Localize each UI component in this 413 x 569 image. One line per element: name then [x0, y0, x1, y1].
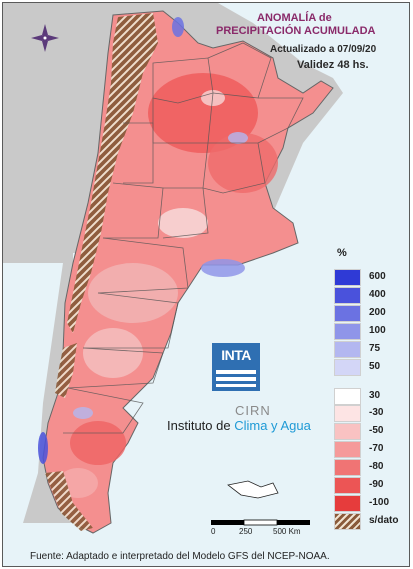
legend-label: -100: [369, 497, 390, 508]
pacific-sea: [3, 263, 63, 523]
legend-swatch: [334, 287, 361, 304]
blue-anomaly-2: [228, 132, 248, 144]
legend-label: 30: [369, 390, 381, 401]
scale-tick-250: 250: [239, 527, 253, 536]
blue-anomaly-4: [172, 17, 184, 37]
legend-label: -30: [369, 407, 384, 418]
inta-logo-text: INTA: [221, 347, 251, 363]
nodata-andes: [67, 13, 158, 333]
falkland-islands: [227, 480, 279, 499]
map-canvas: [3, 3, 409, 566]
updated-date: Actualizado a 07/09/20: [270, 44, 377, 55]
legend-label: -90: [369, 479, 384, 490]
scale-tick-0: 0: [211, 527, 216, 536]
scale-bar: [211, 519, 310, 526]
blue-anomaly-3: [73, 407, 93, 419]
scale-tick-500: 500 Km: [273, 527, 301, 536]
legend-label-nodata: s/dato: [369, 515, 399, 526]
legend-label: 400: [369, 289, 386, 300]
legend-label: 75: [369, 343, 381, 354]
institute-highlight: Clima y Agua: [234, 418, 311, 433]
legend-swatch: [334, 388, 361, 405]
legend-label: -50: [369, 425, 384, 436]
validity-text: Validez 48 hs.: [297, 59, 369, 71]
title-line-2: PRECIPITACIÓN ACUMULADA: [216, 25, 376, 37]
legend-swatch: [334, 305, 361, 322]
compass-rose-icon: [31, 24, 59, 52]
nodata-south: [45, 471, 93, 531]
legend-swatch: [334, 359, 361, 376]
legend-label: 50: [369, 361, 381, 372]
legend-label: -80: [369, 461, 384, 472]
institute-name: Instituto de Clima y Agua: [167, 418, 311, 433]
legend-swatch: [334, 341, 361, 358]
inta-logo: [212, 343, 260, 391]
nodata-patagonia: [55, 343, 77, 398]
province-borders: [63, 42, 304, 434]
blue-anomaly-5: [38, 432, 48, 464]
legend-swatch: [334, 495, 361, 512]
legend-swatch: [334, 269, 361, 286]
blue-anomaly-1: [201, 259, 245, 277]
legend-label: 200: [369, 307, 386, 318]
legend-swatch: [334, 323, 361, 340]
legend-swatch: [334, 405, 361, 422]
legend-swatch: [334, 477, 361, 494]
legend-swatch: [334, 423, 361, 440]
legend-label: 100: [369, 325, 386, 336]
legend-swatch-nodata: [334, 513, 361, 530]
institute-prefix: Instituto de: [167, 418, 235, 433]
source-note: Fuente: Adaptado e interpretado del Mode…: [30, 551, 330, 562]
legend-swatch: [334, 459, 361, 476]
legend-swatch: [334, 441, 361, 458]
title-line-1: ANOMALÍA de: [257, 12, 332, 24]
cirn-text: CIRN: [235, 403, 271, 418]
legend-unit: %: [337, 247, 347, 259]
legend-label: -70: [369, 443, 384, 454]
atlantic-sea: [3, 303, 409, 566]
legend-label: 600: [369, 271, 386, 282]
